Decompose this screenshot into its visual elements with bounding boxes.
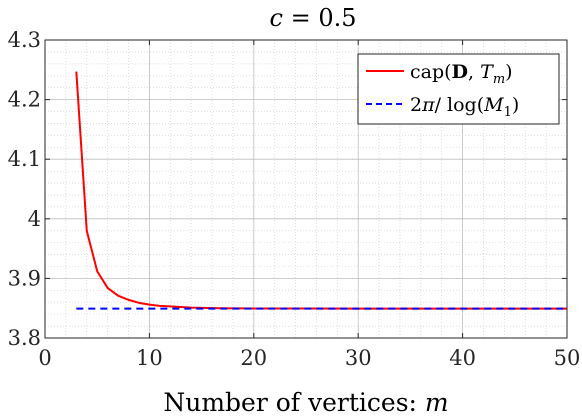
x-tick-label: 0	[38, 346, 51, 370]
axis-ticks: 0 10 20 30 40 50 3.8 3.9 4 4.1 4.2 4.3	[8, 28, 581, 370]
y-tick-label: 3.9	[8, 266, 41, 290]
grid	[44, 39, 568, 339]
x-tick-label: 10	[136, 346, 163, 370]
legend: cap(D, Tm) 2π/ log(M1)	[357, 53, 560, 125]
x-tick-label: 20	[240, 346, 267, 370]
legend-label-cap: cap(D, Tm)	[410, 61, 513, 87]
y-tick-label: 4.3	[8, 28, 41, 52]
legend-label-bound: 2π/ log(M1)	[410, 94, 519, 120]
y-tick-label: 4.2	[8, 88, 41, 112]
x-tick-label: 50	[554, 346, 581, 370]
x-axis-label: Number of vertices: m	[163, 388, 448, 417]
x-tick-label: 40	[449, 346, 476, 370]
y-tick-label: 4.1	[8, 147, 41, 171]
chart-title: c = 0.5	[270, 4, 357, 32]
x-tick-label: 30	[345, 346, 372, 370]
y-tick-label: 4	[28, 207, 41, 231]
plot-frame	[44, 39, 568, 339]
series-lines	[75, 71, 567, 310]
legend-box	[357, 53, 560, 125]
y-tick-label: 3.8	[8, 326, 41, 350]
